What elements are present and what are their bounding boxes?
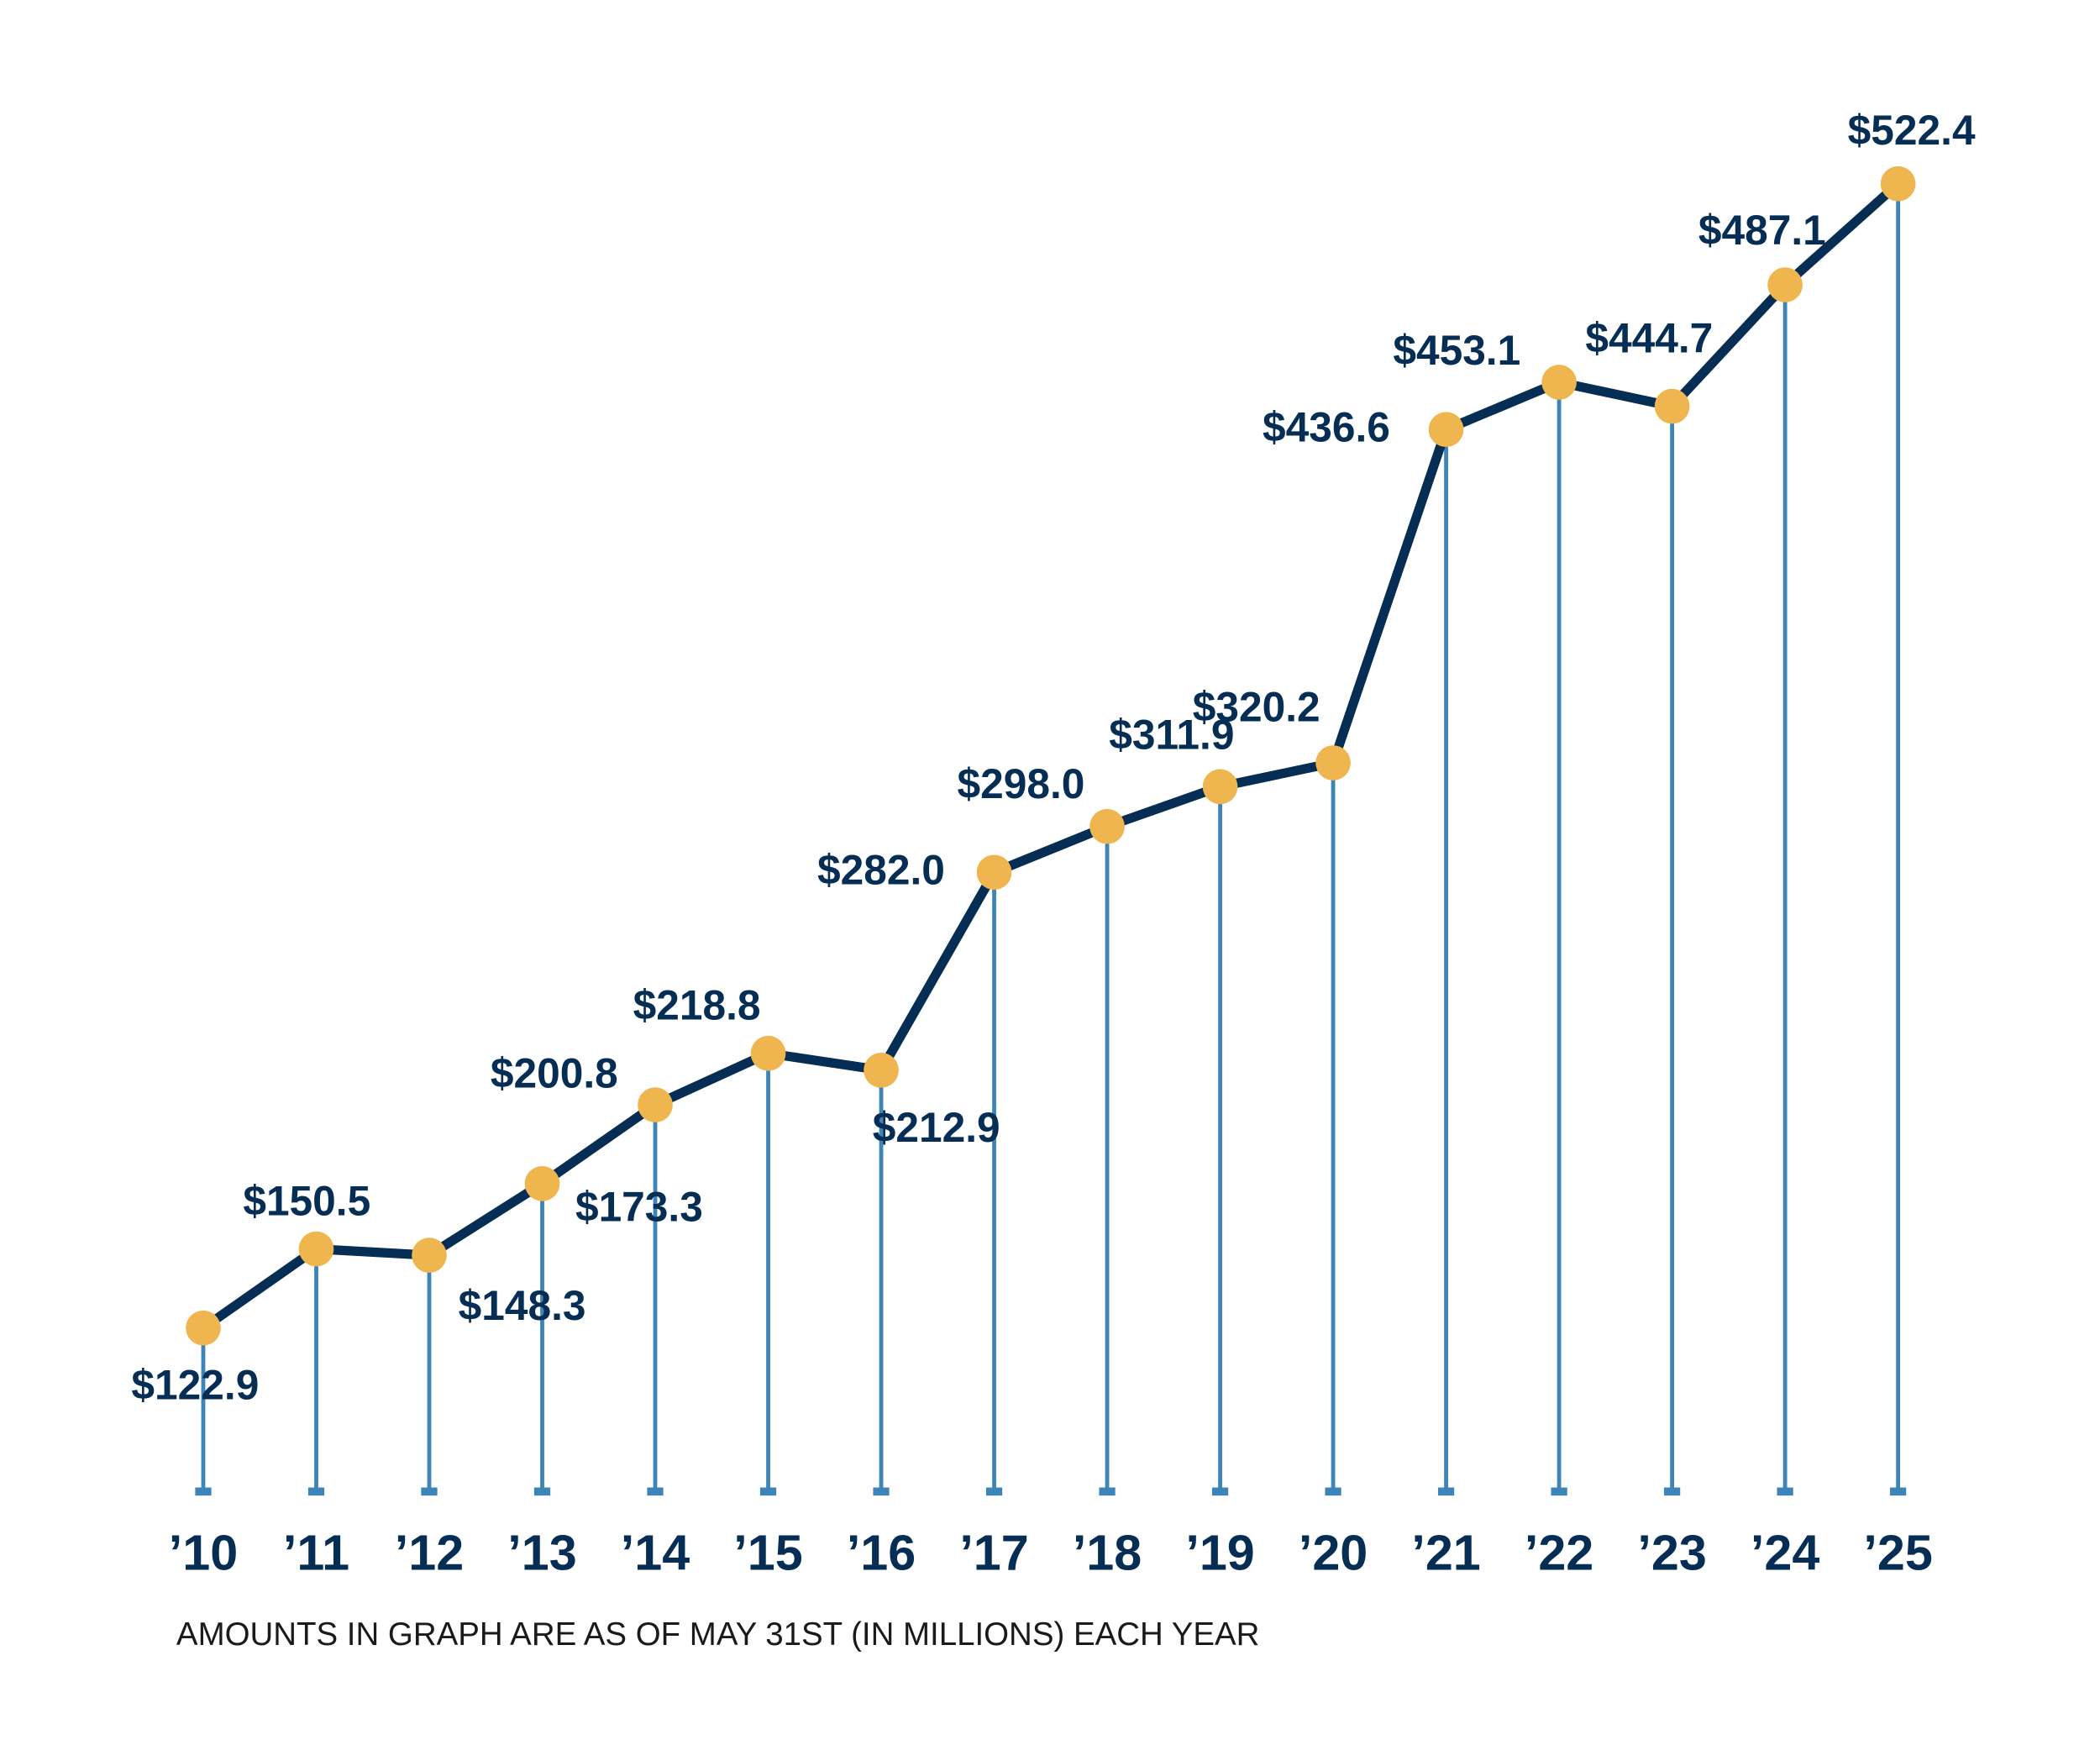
x-tick-label: ’22 <box>1525 1524 1593 1580</box>
data-point <box>1880 166 1916 202</box>
data-point <box>1315 745 1351 780</box>
data-label: $212.9 <box>873 1104 1000 1151</box>
x-tick-label: ’14 <box>621 1524 690 1580</box>
data-point <box>412 1238 447 1273</box>
x-tick-label: ’21 <box>1411 1524 1480 1580</box>
tick-mark <box>1890 1487 1907 1496</box>
tick-mark <box>195 1487 212 1496</box>
data-label: $487.1 <box>1698 207 1826 254</box>
data-point <box>750 1035 786 1071</box>
data-point <box>186 1310 221 1346</box>
x-tick-label: ’24 <box>1751 1524 1819 1580</box>
tick-mark <box>1099 1487 1116 1496</box>
x-tick-label: ’23 <box>1637 1524 1706 1580</box>
data-point <box>1767 267 1803 302</box>
data-label: $218.8 <box>633 982 761 1029</box>
tick-mark <box>1551 1487 1567 1496</box>
tick-mark <box>985 1487 1003 1496</box>
data-point <box>1654 388 1690 424</box>
data-label: $122.9 <box>131 1362 259 1409</box>
tick-mark <box>1325 1487 1341 1496</box>
tick-mark <box>1663 1487 1681 1496</box>
markers <box>186 166 1916 1346</box>
x-tick-label: ’18 <box>1073 1524 1142 1580</box>
tick-mark <box>873 1487 890 1496</box>
x-tick-label: ’13 <box>507 1524 576 1580</box>
tick-mark <box>421 1487 438 1496</box>
data-label: $173.3 <box>575 1184 703 1231</box>
x-tick-label: ’15 <box>733 1524 802 1580</box>
data-point <box>864 1053 899 1088</box>
x-tick-label: ’10 <box>169 1524 238 1580</box>
data-point <box>638 1087 673 1122</box>
data-point <box>976 854 1012 891</box>
data-label: $436.6 <box>1263 404 1390 451</box>
x-tick-label: ’16 <box>847 1524 916 1580</box>
data-label: $522.4 <box>1848 107 1976 154</box>
data-point <box>298 1231 334 1267</box>
tick-mark <box>647 1487 664 1496</box>
data-label: $320.2 <box>1193 683 1320 730</box>
data-label: $311.9 <box>1109 711 1234 758</box>
data-label: $444.7 <box>1585 315 1713 362</box>
tick-mark <box>533 1487 551 1496</box>
tick-mark <box>1777 1487 1793 1496</box>
drop-lines <box>195 183 1907 1496</box>
data-label: $150.5 <box>243 1178 370 1225</box>
x-axis-ticks: ’10 ’11 ’12 ’13 ’14 ’15 ’16 ’17 ’18 ’19 ’20 ’21 ’22 ’… <box>169 1524 1933 1580</box>
tick-mark <box>1211 1487 1229 1496</box>
data-label: $200.8 <box>491 1049 618 1096</box>
data-point <box>1202 769 1238 805</box>
data-label: $298.0 <box>958 760 1085 807</box>
data-point <box>524 1166 560 1201</box>
data-point <box>1541 365 1577 400</box>
data-label: $453.1 <box>1393 327 1520 374</box>
x-tick-label: ’12 <box>395 1524 464 1580</box>
data-label: $282.0 <box>817 847 945 894</box>
data-point <box>1089 808 1125 844</box>
x-tick-label: ’25 <box>1863 1524 1932 1580</box>
series-line <box>200 180 1902 1332</box>
data-labels: $122.9 $150.5 $148.3 $173.3 $200.8 $218.8 $212… <box>131 107 1976 1408</box>
footnote: AMOUNTS IN GRAPH ARE AS OF MAY 31ST (IN … <box>176 1616 1259 1653</box>
x-tick-label: ’11 <box>283 1524 349 1580</box>
x-tick-label: ’20 <box>1299 1524 1368 1580</box>
data-label: $148.3 <box>459 1282 586 1329</box>
tick-mark <box>1437 1487 1455 1496</box>
data-point <box>1428 412 1464 448</box>
tick-mark <box>759 1487 777 1496</box>
x-tick-label: ’19 <box>1185 1524 1254 1580</box>
series-line-path <box>200 180 1902 1332</box>
x-tick-label: ’17 <box>959 1524 1028 1580</box>
tick-mark <box>307 1487 325 1496</box>
